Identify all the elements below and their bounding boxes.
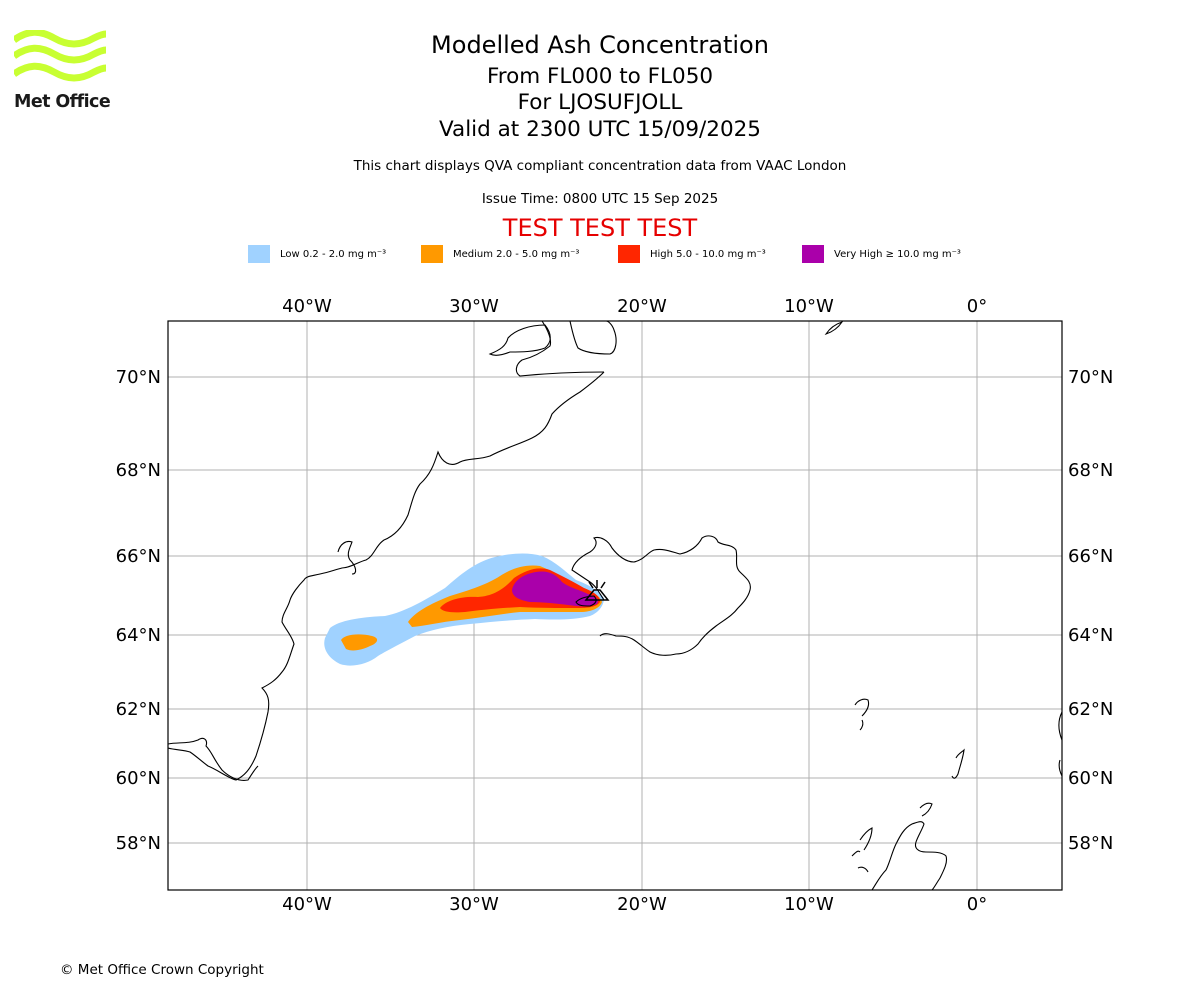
lat-label-right: 62°N xyxy=(1068,699,1113,720)
coastline-jan-mayen xyxy=(824,321,844,336)
lat-label-right: 70°N xyxy=(1068,367,1113,388)
legend-item-low: Low 0.2 - 2.0 mg m⁻³ xyxy=(248,244,386,264)
met-office-waves-icon xyxy=(11,28,107,82)
ash-very-high-area xyxy=(512,571,598,607)
lat-label-right: 64°N xyxy=(1068,625,1113,646)
lon-label-bottom: 10°W xyxy=(784,894,834,915)
lon-label-top: 30°W xyxy=(449,296,499,317)
lon-label-top: 10°W xyxy=(784,296,834,317)
lat-label-left: 62°N xyxy=(116,699,161,720)
lon-label-top: 40°W xyxy=(282,296,332,317)
lat-label-right: 66°N xyxy=(1068,546,1113,567)
lat-label-left: 68°N xyxy=(116,460,161,481)
lon-label-bottom: 30°W xyxy=(449,894,499,915)
map-gridlines xyxy=(168,321,1062,890)
lon-labels-bottom: 40°W 30°W 20°W 10°W 0° xyxy=(282,894,987,915)
lon-label-bottom: 40°W xyxy=(282,894,332,915)
coastline-scotland xyxy=(871,821,948,890)
legend-swatch-medium xyxy=(421,245,443,263)
lat-label-right: 60°N xyxy=(1068,768,1113,789)
coastline-faroe xyxy=(854,698,870,731)
volcano-icon xyxy=(584,580,610,601)
legend: Low 0.2 - 2.0 mg m⁻³ Medium 2.0 - 5.0 mg… xyxy=(0,244,1200,264)
coastline-greenland-fjord xyxy=(569,321,617,355)
lon-label-bottom: 20°W xyxy=(617,894,667,915)
flight-level-range: From FL000 to FL050 xyxy=(486,64,714,89)
legend-item-high: High 5.0 - 10.0 mg m⁻³ xyxy=(618,244,766,264)
lat-label-left: 58°N xyxy=(116,833,161,854)
ash-medium-patch xyxy=(341,634,378,651)
coastline-greenland-island xyxy=(488,324,551,356)
lat-labels-right: 70°N 68°N 66°N 64°N 62°N 60°N 58°N xyxy=(1068,367,1113,854)
lon-label-top: 0° xyxy=(967,296,987,317)
volcano-name: For LJOSUFJOLL xyxy=(517,90,683,115)
issue-time: Issue Time: 0800 UTC 15 Sep 2025 xyxy=(481,191,719,207)
lat-labels-left: 70°N 68°N 66°N 64°N 62°N 60°N 58°N xyxy=(116,367,161,854)
legend-label-medium: Medium 2.0 - 5.0 mg m⁻³ xyxy=(453,248,580,260)
map-frame xyxy=(167,320,1063,891)
legend-swatch-low xyxy=(248,245,270,263)
chart-title: Modelled Ash Concentration xyxy=(431,31,769,59)
coastline-greenland-inlet xyxy=(337,540,357,575)
coastline-greenland-south xyxy=(168,737,259,781)
lat-label-left: 70°N xyxy=(116,367,161,388)
lat-label-right: 58°N xyxy=(1068,833,1113,854)
legend-item-medium: Medium 2.0 - 5.0 mg m⁻³ xyxy=(421,244,579,264)
legend-label-low: Low 0.2 - 2.0 mg m⁻³ xyxy=(280,248,387,260)
coastline-greenland-north xyxy=(515,321,605,377)
coastline-orkney xyxy=(919,802,933,817)
lat-label-left: 60°N xyxy=(116,768,161,789)
legend-item-very-high: Very High ≥ 10.0 mg m⁻³ xyxy=(802,244,961,264)
legend-swatch-high xyxy=(618,245,640,263)
legend-label-very-high: Very High ≥ 10.0 mg m⁻³ xyxy=(834,248,961,260)
coastline-shetland xyxy=(951,748,965,779)
coastline-iceland-west xyxy=(575,595,597,607)
lon-label-top: 20°W xyxy=(617,296,667,317)
legend-swatch-very-high xyxy=(802,245,824,263)
met-office-logo: Met Office xyxy=(11,28,111,112)
lat-label-left: 64°N xyxy=(116,625,161,646)
test-banner: TEST TEST TEST xyxy=(502,214,698,242)
legend-label-high: High 5.0 - 10.0 mg m⁻³ xyxy=(650,248,766,260)
met-office-brand-text: Met Office xyxy=(14,92,111,112)
chart-subtitle: This chart displays QVA compliant concen… xyxy=(353,158,847,174)
valid-time: Valid at 2300 UTC 15/09/2025 xyxy=(438,117,761,142)
coastlines xyxy=(168,321,1062,890)
lon-label-bottom: 0° xyxy=(967,894,987,915)
lat-label-left: 66°N xyxy=(116,546,161,567)
coastline-greenland xyxy=(168,371,605,781)
lon-labels-top: 40°W 30°W 20°W 10°W 0° xyxy=(282,296,987,317)
copyright-notice: © Met Office Crown Copyright xyxy=(60,962,264,978)
lat-label-right: 68°N xyxy=(1068,460,1113,481)
coastline-hebrides xyxy=(851,827,873,873)
coastline-iceland xyxy=(571,535,751,656)
